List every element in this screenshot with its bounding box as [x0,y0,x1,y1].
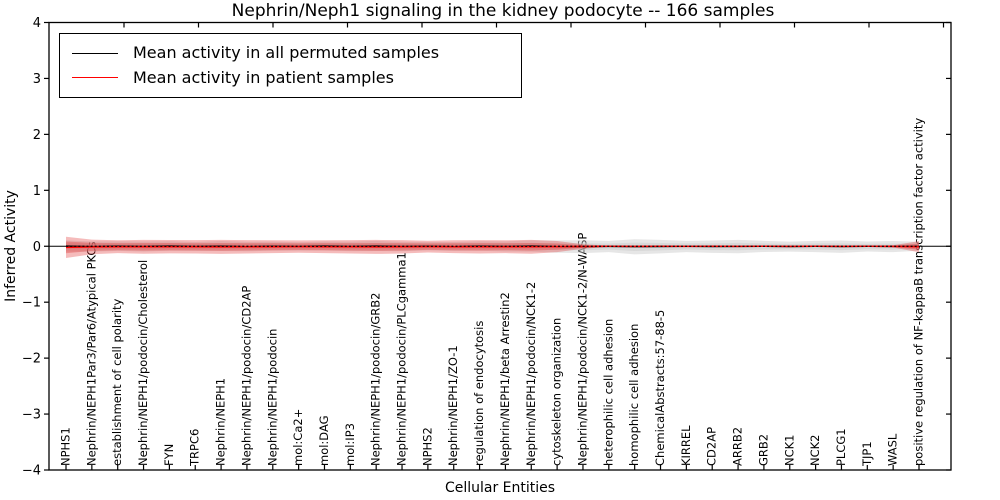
y-tick-label: −2 [22,352,41,367]
x-tick-label: Nephrin/NEPH1/ZO-1 [446,345,460,466]
legend: Mean activity in all permuted samples Me… [59,33,522,98]
x-tick-label: CD2AP [705,427,719,466]
x-tick-label: Nephrin/NEPH1/podocin/Cholesterol [136,260,150,466]
y-tick-label: 3 [33,72,41,87]
x-tick-label: mol:DAG [317,415,331,466]
y-tick-label: −3 [22,408,41,423]
tick-marks [44,21,951,471]
x-axis-label: Cellular Entities [445,480,555,496]
legend-line-swatch-black [72,52,118,54]
x-tick-label: mol:IP3 [343,423,357,466]
x-tick-label: NCK2 [808,435,822,467]
x-tick-label: Nephrin/NEPH1/beta Arrestin2 [498,292,512,466]
legend-label-patient: Mean activity in patient samples [133,68,394,88]
x-tick-label: NPHS2 [420,427,434,466]
x-tick-label: Nephrin/NEPH1/podocin/CD2AP [239,286,253,466]
y-tick-label: −1 [22,296,41,311]
x-tick-label: TRPC6 [188,429,202,467]
x-tick-label: Nephrin/NEPH1Par3/Par6/Atypical PKCs [84,242,98,466]
x-tick-label: Nephrin/NEPH1/podocin/NCK1-2/N-WASP [575,233,589,466]
x-tick-label: heterophilic cell adhesion [601,319,615,466]
x-tick-label: PLCG1 [834,428,848,466]
x-tick-label: NPHS1 [59,427,73,466]
y-tick-label: −4 [22,464,41,479]
x-tick-label: Nephrin/NEPH1 [214,378,228,466]
x-tick-label: TJP1 [860,441,874,467]
y-tick-label: 2 [33,128,41,143]
x-tick-label: Nephrin/NEPH1/podocin/NCK1-2 [524,282,538,466]
x-tick-label: KIRREL [679,425,693,466]
y-axis-label: Inferred Activity [3,190,19,302]
x-tick-label: FYN [162,444,176,466]
x-tick-label: NCK1 [782,435,796,467]
x-tick-label: Nephrin/NEPH1/podocin [265,329,279,466]
x-tick-label: regulation of endocytosis [472,321,486,466]
legend-item-permuted: Mean activity in all permuted samples [72,44,521,62]
x-tick-label: ChemicalAbstracts:57-88-5 [653,310,667,466]
x-tick-label: cytoskeleton organization [550,318,564,466]
legend-line-swatch-red [72,77,118,79]
chart-title: Nephrin/Neph1 signaling in the kidney po… [232,1,775,21]
plot-area: NPHS1 Nephrin/NEPH1Par3/Par6/Atypical PKC… [22,16,952,479]
x-tick-label: homophilic cell adhesion [627,324,641,466]
x-tick-label: ARRB2 [731,427,745,466]
x-tick-label: establishment of cell polarity [110,298,124,466]
x-tick-label: Nephrin/NEPH1/podocin/GRB2 [369,293,383,466]
y-tick-label: 0 [33,240,41,255]
x-tick-label: mol:Ca2+ [291,409,305,466]
legend-item-patient: Mean activity in patient samples [72,69,521,87]
x-tick-label: GRB2 [756,434,770,466]
x-tick-label: positive regulation of NF-kappaB transcr… [912,118,926,466]
y-tick-label: 1 [33,184,41,199]
legend-label-permuted: Mean activity in all permuted samples [133,43,440,63]
y-tick-label: 4 [33,16,41,31]
x-tick-label: WASL [886,433,900,466]
x-tick-label: Nephrin/NEPH1/podocin/PLCgamma1 [395,252,409,466]
